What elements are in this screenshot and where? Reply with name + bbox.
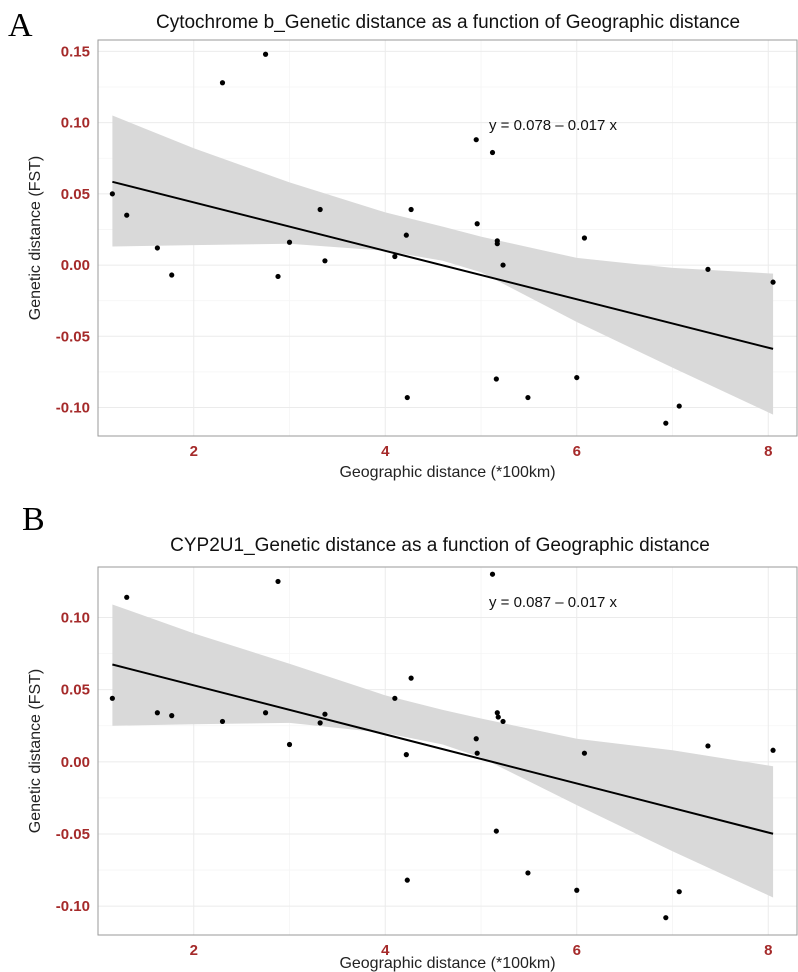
- y-tick-label: 0.00: [61, 257, 90, 274]
- data-point: [317, 720, 323, 726]
- x-tick-label: 8: [764, 942, 772, 959]
- data-points: [109, 51, 776, 426]
- data-point: [581, 750, 588, 756]
- data-point: [494, 241, 500, 247]
- data-point: [124, 212, 130, 218]
- y-tick-label: -0.10: [56, 898, 90, 915]
- x-tick-label: 4: [381, 942, 390, 959]
- data-point: [262, 710, 269, 716]
- plot-border: [97, 566, 798, 936]
- y-tick-label: 0.05: [61, 186, 90, 203]
- data-point: [286, 741, 293, 748]
- data-point: [473, 736, 479, 742]
- data-point: [493, 376, 499, 382]
- data-point: [493, 828, 499, 834]
- confidence-band: [112, 115, 774, 415]
- data-point: [474, 221, 480, 227]
- data-point: [109, 695, 115, 701]
- data-point: [404, 877, 410, 883]
- panel-b: B CYP2U1_Genetic distance as a function o…: [0, 486, 798, 972]
- data-point: [474, 750, 480, 756]
- chart-a-svg: A Cytochrome b_Genetic distance as a func…: [8, 7, 798, 481]
- data-point: [154, 245, 160, 251]
- data-point: [574, 887, 580, 893]
- y-tick-label: -0.05: [56, 826, 90, 843]
- data-point: [494, 710, 500, 716]
- y-axis-label: Genetic distance (FST): [27, 669, 44, 834]
- data-point: [154, 710, 160, 716]
- data-point: [392, 695, 398, 701]
- data-point: [404, 394, 410, 401]
- data-point: [663, 420, 669, 426]
- x-tick-label: 2: [190, 443, 198, 460]
- data-point: [581, 235, 588, 241]
- chart-title: CYP2U1_Genetic distance as a function of…: [170, 535, 710, 556]
- chart-title: Cytochrome b_Genetic distance as a funct…: [156, 12, 740, 33]
- data-point: [109, 191, 115, 197]
- panel-letter: A: [8, 7, 33, 44]
- y-tick-label: -0.10: [56, 400, 90, 417]
- data-point: [495, 714, 501, 720]
- data-point: [489, 571, 496, 577]
- x-tick-label: 2: [190, 942, 198, 959]
- panel-a: A Cytochrome b_Genetic distance as a func…: [8, 7, 798, 481]
- major-grid: [98, 40, 797, 436]
- plot-border: [97, 39, 798, 437]
- x-axis-label: Geographic distance (*100km): [339, 464, 555, 481]
- data-point: [275, 273, 281, 280]
- data-point: [770, 279, 776, 285]
- data-point: [408, 675, 414, 681]
- data-point: [403, 752, 409, 758]
- data-point: [489, 149, 496, 156]
- x-tick-label: 8: [764, 443, 772, 460]
- data-point: [392, 253, 398, 260]
- data-point: [317, 206, 323, 213]
- chart-b-svg: B CYP2U1_Genetic distance as a function o…: [22, 501, 798, 972]
- regression-equation: y = 0.087 – 0.017 x: [489, 594, 618, 611]
- x-tick-label: 6: [573, 942, 581, 959]
- data-point: [705, 743, 711, 749]
- y-tick-label: 0.05: [61, 682, 90, 699]
- data-point: [770, 747, 776, 753]
- data-point: [663, 915, 669, 921]
- regression-equation: y = 0.078 – 0.017 x: [489, 117, 618, 134]
- data-point: [219, 718, 226, 725]
- data-point: [500, 262, 506, 268]
- data-point: [322, 711, 328, 717]
- y-axis-label: Genetic distance (FST): [27, 156, 44, 321]
- data-point: [403, 232, 409, 238]
- data-point: [286, 239, 293, 245]
- data-point: [322, 258, 328, 264]
- x-tick-label: 6: [573, 443, 581, 460]
- data-point: [219, 80, 226, 86]
- y-tick-label: 0.00: [61, 754, 90, 771]
- y-tick-label: -0.05: [56, 328, 90, 345]
- x-axis-label: Geographic distance (*100km): [339, 955, 555, 972]
- confidence-band: [112, 604, 774, 898]
- data-points: [109, 571, 776, 921]
- data-point: [500, 718, 506, 725]
- data-point: [705, 266, 711, 272]
- data-point: [262, 51, 269, 57]
- data-point: [574, 374, 580, 381]
- y-tick-label: 0.10: [61, 115, 90, 132]
- data-point: [525, 870, 531, 876]
- data-point: [525, 394, 531, 401]
- x-tick-label: 4: [381, 443, 390, 460]
- data-point: [473, 137, 479, 143]
- regression-line: [112, 663, 774, 835]
- panel-letter: B: [22, 501, 45, 538]
- y-tick-label: 0.15: [61, 43, 90, 60]
- data-point: [169, 272, 175, 278]
- data-point: [408, 206, 414, 213]
- data-point: [676, 889, 682, 895]
- data-point: [676, 403, 682, 409]
- data-point: [169, 713, 175, 719]
- data-point: [275, 578, 281, 585]
- data-point: [124, 594, 130, 600]
- y-tick-label: 0.10: [61, 610, 90, 627]
- regression-line: [112, 180, 774, 350]
